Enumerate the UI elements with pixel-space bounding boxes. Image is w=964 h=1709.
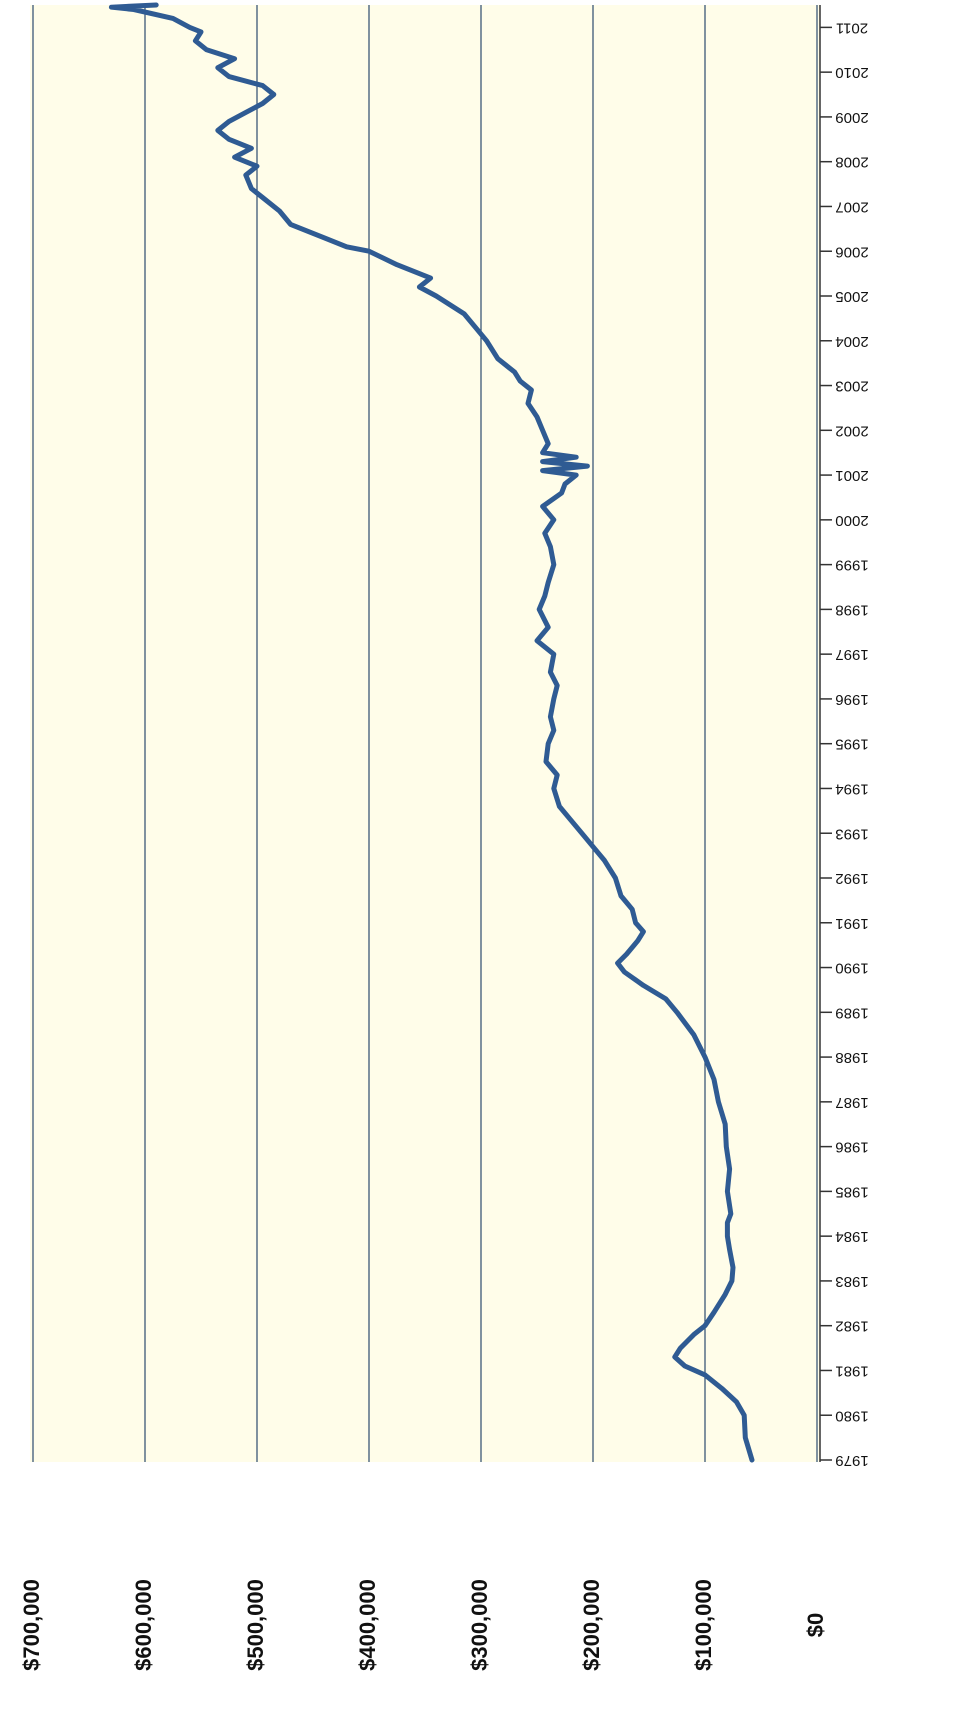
x-tick-label: 2005 (835, 288, 868, 305)
x-tick-label: 1990 (835, 960, 868, 977)
x-tick-label: 2008 (835, 154, 868, 171)
x-tick-label: 1981 (835, 1362, 868, 1379)
x-tick-label: 1995 (835, 736, 868, 753)
x-tick-label: 1999 (835, 557, 868, 574)
x-tick-label: 1983 (835, 1273, 868, 1290)
x-tick-label: 2011 (836, 19, 868, 36)
x-tick-label: 2007 (835, 198, 868, 215)
x-tick-label: 2000 (835, 512, 868, 529)
y-tick-label: $300,000 (467, 1579, 492, 1671)
y-tick-label: $200,000 (579, 1579, 604, 1671)
x-tick-label: 1987 (835, 1094, 868, 1111)
x-tick-label: 1992 (835, 870, 868, 887)
x-tick-label: 2002 (835, 422, 868, 439)
x-tick-label: 1988 (835, 1049, 868, 1066)
y-tick-label: $500,000 (243, 1579, 268, 1671)
y-tick-label: $0 (803, 1613, 828, 1637)
x-tick-label: 1982 (835, 1318, 868, 1335)
x-tick-label: 1997 (835, 646, 868, 663)
data-line (108, 2, 755, 1463)
x-tick-label: 2001 (835, 467, 868, 484)
x-tick-label: 2009 (835, 109, 868, 126)
x-tick-label: 2010 (835, 64, 868, 81)
x-tick-label: 1996 (835, 691, 868, 708)
x-tick-label: 1985 (835, 1183, 868, 1200)
plot-area (30, 5, 820, 1462)
x-tick-label: 1980 (835, 1407, 868, 1424)
x-tick-label: 1998 (835, 601, 868, 618)
x-tick-label: 1979 (835, 1452, 868, 1469)
x-tick-label: 1986 (835, 1139, 868, 1156)
x-tick-label: 1984 (835, 1228, 868, 1245)
y-tick-label: $700,000 (19, 1579, 44, 1671)
x-tick-label: 1993 (835, 825, 868, 842)
y-tick-label: $100,000 (691, 1579, 716, 1671)
x-tick-label: 2003 (835, 378, 868, 395)
x-tick-label: 1989 (835, 1004, 868, 1021)
x-tick-label: 1994 (835, 780, 868, 797)
x-tick-label: 2006 (835, 243, 868, 260)
x-tick-label: 2004 (835, 333, 868, 350)
y-tick-label: $600,000 (131, 1579, 156, 1671)
x-tick-label: 1991 (835, 915, 868, 932)
y-tick-label: $400,000 (355, 1579, 380, 1671)
